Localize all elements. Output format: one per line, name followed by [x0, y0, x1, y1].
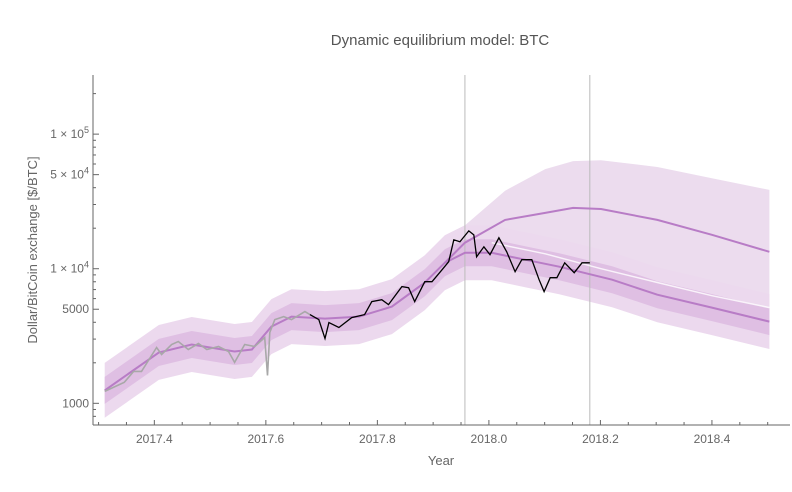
y-tick-mantissa: 5 × 10: [50, 168, 84, 182]
x-tick-label: 2017.4: [136, 432, 173, 446]
x-tick-label: 2018.0: [471, 432, 508, 446]
x-tick-label: 2018.2: [582, 432, 619, 446]
model-center-line: [104, 251, 770, 392]
x-axis-label: Year: [428, 453, 455, 468]
model-upper-line: [444, 206, 770, 264]
inner-confidence-band: [104, 239, 770, 404]
chart-title: Dynamic equilibrium model: BTC: [331, 32, 550, 49]
price-recent-line: [309, 229, 590, 341]
y-tick-mantissa: 1 × 10: [50, 127, 84, 141]
x-tick-label: 2017.6: [248, 432, 285, 446]
axes: 2017.4 2017.6 2017.8 2018.0 2018.2 2018.4 1000…: [50, 75, 790, 446]
y-tick-label: 5000: [62, 302, 89, 316]
x-tick-label: 2018.4: [694, 432, 731, 446]
y-tick-label: 5 × 104: [50, 166, 89, 182]
price-early-line: [104, 310, 311, 393]
x-tick-label: 2017.8: [359, 432, 396, 446]
y-tick-exponent: 4: [84, 260, 89, 270]
y-tick-exponent: 5: [84, 125, 89, 135]
y-tick-label: 1 × 104: [50, 260, 89, 276]
model-faint-line: [491, 241, 770, 309]
y-axis-label: Dollar/BitCoin exchange [$/BTC]: [25, 156, 40, 343]
plot-area: [104, 75, 770, 425]
y-tick-exponent: 4: [84, 166, 89, 176]
y-tick-mantissa: 1 × 10: [50, 262, 84, 276]
y-tick-label: 1000: [62, 396, 89, 410]
y-tick-label: 1 × 105: [50, 125, 89, 141]
